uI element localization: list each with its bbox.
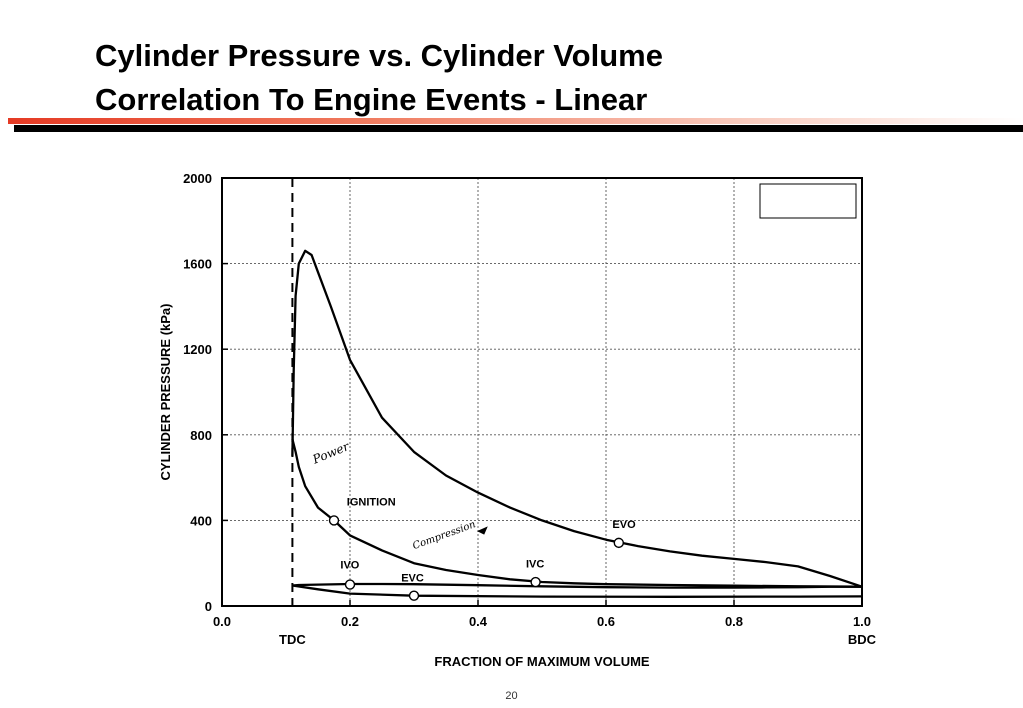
ivo-label: IVO: [340, 560, 359, 572]
legend-box: [759, 183, 857, 219]
x-tick-label: 1.0: [853, 614, 871, 629]
y-tick-label: 1200: [183, 342, 212, 357]
slide-title-line-2: Correlation To Engine Events - Linear: [95, 82, 648, 117]
y-tick-label: 0: [205, 599, 212, 614]
bdc-label: BDC: [848, 632, 877, 647]
ignition-label: IGNITION: [347, 496, 396, 508]
x-tick-label: 0.4: [469, 614, 488, 629]
ignition-marker: [328, 515, 340, 526]
ivo-marker: [344, 579, 356, 590]
evc-label: EVC: [401, 572, 424, 584]
y-tick-label: 1600: [183, 257, 212, 272]
tdc-label: TDC: [279, 632, 306, 647]
power-note: Power: [310, 439, 353, 467]
x-tick-label: 0.0: [213, 614, 231, 629]
slide-title-line-1: Cylinder Pressure vs. Cylinder Volume: [95, 38, 663, 73]
x-tick-label: 0.2: [341, 614, 359, 629]
ivc-label: IVC: [526, 558, 544, 570]
y-tick-label: 400: [190, 513, 212, 528]
page-number: 20: [505, 690, 518, 702]
plot-frame: [221, 177, 863, 607]
ivc-marker: [530, 576, 541, 588]
evo-marker: [613, 537, 624, 549]
y-tick-label: 2000: [183, 171, 212, 186]
compression-note: Compression: [411, 519, 477, 552]
title-rule: [14, 125, 1023, 132]
pv-diagram-chart: 0.0 0.2 0.4 0.6 0.8 1.0 0 400 800 1200 1600 2000 FRA…: [158, 171, 877, 669]
cycle-curve-1: [291, 249, 863, 588]
x-axis-label: FRACTION OF MAXIMUM VOLUME: [434, 654, 650, 669]
slide-title: Cylinder Pressure vs. Cylinder Volume Co…: [95, 34, 663, 122]
y-axis-label: CYLINDER PRESSURE (kPa): [158, 304, 173, 481]
evo-label: EVO: [612, 519, 636, 531]
x-tick-label: 0.8: [725, 614, 743, 629]
cycle-curve-3: [292, 584, 863, 598]
compression-arrow: [477, 526, 488, 535]
accent-rule: [8, 118, 1023, 124]
cycle-curve-4: [291, 438, 863, 588]
y-tick-label: 800: [190, 428, 212, 443]
x-tick-label: 0.6: [597, 614, 615, 629]
evc-marker: [408, 590, 420, 601]
